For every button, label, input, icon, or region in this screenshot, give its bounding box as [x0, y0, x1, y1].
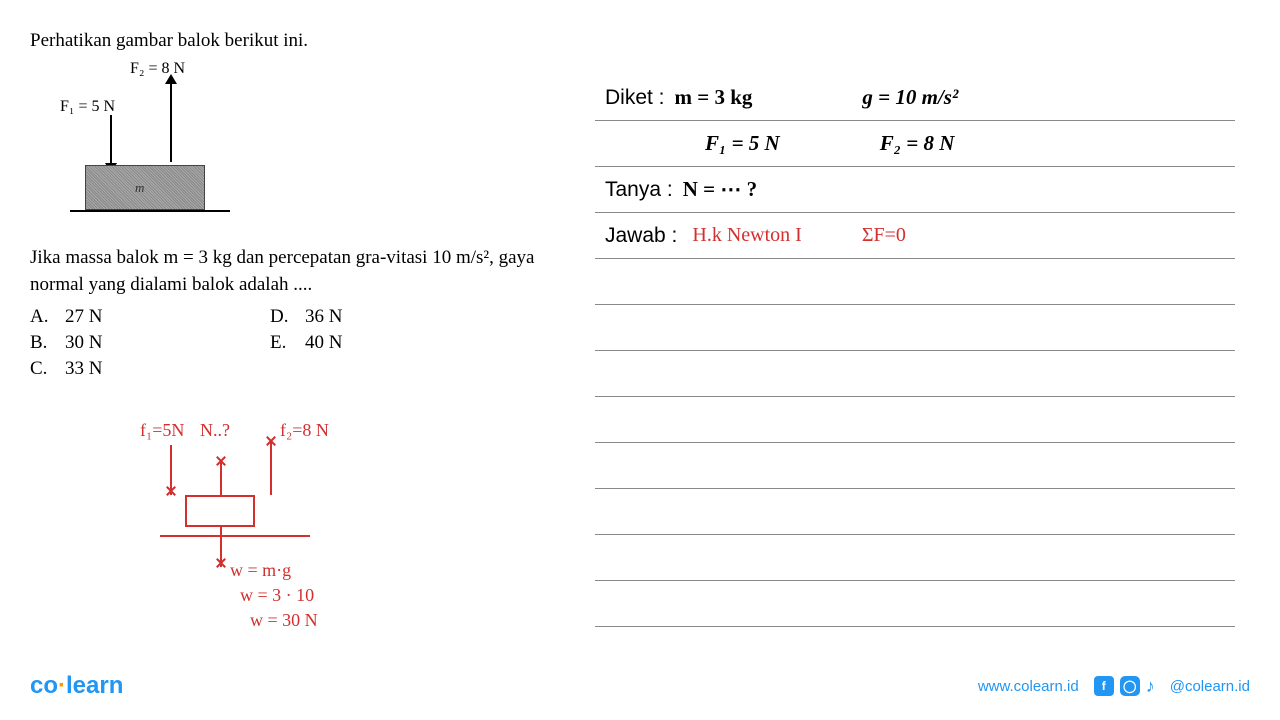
tanya-label: Tanya : — [605, 178, 673, 202]
problem-panel: Perhatikan gambar balok berikut ini. F₂ … — [30, 30, 550, 380]
facebook-icon: f — [1094, 676, 1114, 696]
logo-co: co — [30, 672, 58, 699]
option-letter: C. — [30, 358, 65, 380]
empty-line — [595, 489, 1235, 535]
footer-right: www.colearn.id f ◯ ♪ @colearn.id — [978, 676, 1250, 697]
instruction-text: Perhatikan gambar balok berikut ini. — [30, 30, 550, 52]
sketch-arrow-n — [220, 460, 222, 495]
logo-dot: · — [58, 672, 66, 699]
option-text: 33 N — [65, 358, 102, 380]
sketch-f1: f₁=5N — [140, 420, 184, 441]
block-shape — [85, 165, 205, 210]
option-c: C. 33 N — [30, 358, 270, 380]
option-letter: A. — [30, 306, 65, 328]
option-letter: E. — [270, 332, 305, 354]
option-letter: D. — [270, 306, 305, 328]
f2-value: F₂ = 8 N — [880, 131, 955, 156]
diket-line-2: F₁ = 5 N F₂ = 8 N — [595, 121, 1235, 167]
option-text: 30 N — [65, 332, 102, 354]
jawab-line: Jawab : H.k Newton I ΣF=0 — [595, 213, 1235, 259]
block-mass-label: m — [135, 180, 144, 196]
social-icons: f ◯ ♪ — [1094, 676, 1155, 697]
logo: co·learn — [30, 672, 123, 700]
sketch-w2: w = 3 · 10 — [240, 585, 314, 606]
option-b: B. 30 N — [30, 332, 270, 354]
empty-line — [595, 397, 1235, 443]
social-handle: @colearn.id — [1170, 678, 1250, 695]
option-text: 40 N — [305, 332, 342, 354]
footer: co·learn www.colearn.id f ◯ ♪ @colearn.i… — [0, 672, 1280, 700]
jawab-hand2: ΣF=0 — [862, 224, 906, 247]
option-text: 27 N — [65, 306, 102, 328]
empty-line — [595, 259, 1235, 305]
sketch-box-top — [185, 495, 255, 497]
empty-line — [595, 535, 1235, 581]
tanya-value: N = ⋯ ? — [683, 177, 757, 202]
f1-value: F₁ = 5 N — [705, 131, 780, 156]
tiktok-icon: ♪ — [1146, 676, 1155, 697]
arrow-up-f2 — [170, 82, 172, 162]
jawab-label: Jawab : — [605, 224, 677, 248]
option-a: A. 27 N — [30, 306, 270, 328]
diket-line-1: Diket : m = 3 kg g = 10 m/s² — [595, 75, 1235, 121]
empty-line — [595, 443, 1235, 489]
sketch-arrow-f2 — [270, 440, 272, 495]
tanya-line: Tanya : N = ⋯ ? — [595, 167, 1235, 213]
sketch-box-right — [253, 495, 255, 525]
diket-label: Diket : — [605, 86, 665, 110]
option-letter: B. — [30, 332, 65, 354]
handwritten-sketch: f₁=5N N..? f₂=8 N w = m·g w = 3 · 10 w =… — [140, 420, 420, 660]
options-grid: A. 27 N D. 36 N B. 30 N E. 40 N C. 33 N — [30, 306, 550, 380]
instagram-icon: ◯ — [1120, 676, 1140, 696]
mass-value: m = 3 kg — [675, 85, 753, 110]
sketch-box-left — [185, 495, 187, 525]
question-text: Jika massa balok m = 3 kg dan percepatan… — [30, 245, 550, 298]
gravity-value: g = 10 m/s² — [862, 85, 958, 110]
option-text: 36 N — [305, 306, 342, 328]
option-e: E. 40 N — [270, 332, 510, 354]
sketch-w3: w = 30 N — [250, 610, 318, 631]
empty-line — [595, 351, 1235, 397]
option-d: D. 36 N — [270, 306, 510, 328]
empty-line — [595, 305, 1235, 351]
sketch-f2: f₂=8 N — [280, 420, 329, 441]
sketch-w1: w = m·g — [230, 560, 291, 581]
f1-label: F₁ = 5 N — [60, 98, 115, 116]
solution-panel: Diket : m = 3 kg g = 10 m/s² F₁ = 5 N F₂… — [595, 75, 1235, 627]
sketch-n: N..? — [200, 420, 230, 441]
ground-line — [70, 210, 230, 212]
empty-line — [595, 581, 1235, 627]
logo-learn: learn — [66, 672, 123, 699]
arrow-down-f1 — [110, 115, 112, 165]
force-diagram: F₂ = 8 N F₁ = 5 N m — [60, 60, 260, 240]
website-url: www.colearn.id — [978, 678, 1079, 695]
sketch-ground — [160, 535, 310, 537]
jawab-hand1: H.k Newton I — [692, 224, 801, 247]
